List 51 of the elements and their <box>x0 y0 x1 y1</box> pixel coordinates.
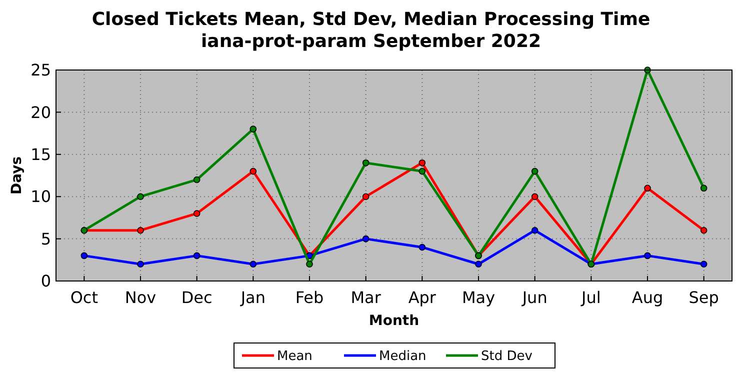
y-tick-label: 25 <box>30 60 51 80</box>
point <box>362 193 370 200</box>
x-tick-label: Aug <box>632 288 664 307</box>
point <box>418 159 426 166</box>
point <box>475 260 482 268</box>
x-tick-label: Feb <box>295 288 324 307</box>
y-tick-label: 20 <box>30 102 51 122</box>
y-tick-label: 5 <box>40 229 51 248</box>
point <box>700 226 708 234</box>
y-axis-title: Days <box>9 156 25 195</box>
chart-title: Closed Tickets Mean, Std Dev, Median Processing Time <box>92 9 650 30</box>
x-tick-label: Mar <box>350 288 382 307</box>
legend-label: Mean <box>277 349 312 364</box>
y-tick-label: 10 <box>30 187 51 206</box>
point <box>137 193 144 200</box>
x-axis-title: Month <box>368 313 420 329</box>
x-tick-label: Nov <box>124 288 156 307</box>
chart-subtitle: iana-prot-param September 2022 <box>201 31 541 52</box>
point <box>362 235 370 242</box>
point <box>644 252 651 260</box>
x-tick-label: Jun <box>521 288 548 307</box>
x-tick-label: Oct <box>70 288 98 307</box>
y-tick-label: 15 <box>30 145 51 164</box>
point <box>531 226 538 234</box>
x-tick-label: May <box>462 288 496 307</box>
point <box>137 226 144 234</box>
y-tick-label: 0 <box>40 272 51 291</box>
point <box>80 252 88 260</box>
point <box>306 260 313 268</box>
point <box>700 184 708 192</box>
point <box>250 126 257 132</box>
point <box>193 210 200 217</box>
x-tick-label: Dec <box>181 288 212 307</box>
x-tick-label: Apr <box>408 288 436 307</box>
point <box>362 159 370 166</box>
point <box>193 252 200 260</box>
point <box>418 168 426 175</box>
x-tick-label: Jul <box>580 288 601 307</box>
point <box>700 260 708 268</box>
point <box>250 260 257 268</box>
x-tick-label: Jan <box>240 288 266 307</box>
point <box>193 176 200 184</box>
legend-label: Median <box>379 349 426 364</box>
point <box>137 260 144 268</box>
point <box>250 168 257 175</box>
point <box>531 168 538 175</box>
point <box>531 193 538 200</box>
point <box>418 244 426 251</box>
point <box>644 184 651 192</box>
x-tick-label: Sep <box>688 288 719 307</box>
legend-label: Std Dev <box>481 349 533 364</box>
